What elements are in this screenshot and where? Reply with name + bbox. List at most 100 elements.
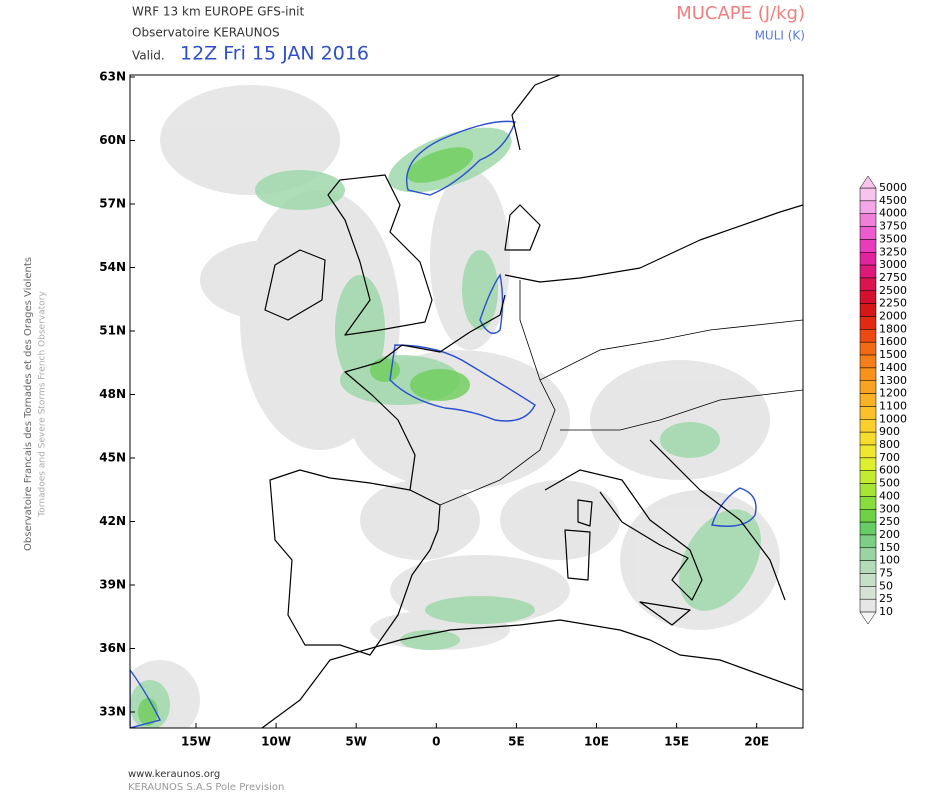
lat-label: 48N: [99, 387, 126, 401]
colorbar-swatch: [859, 303, 877, 317]
valid-time: 12Z Fri 15 JAN 2016: [180, 43, 369, 65]
colorbar-label: 75: [879, 567, 893, 580]
colorbar-label: 2750: [879, 271, 907, 284]
colorbar-top: [859, 175, 877, 189]
colorbar-label: 3250: [879, 245, 907, 258]
colorbar-swatch: [859, 354, 877, 369]
contour-title: MULI (K): [755, 29, 805, 43]
lat-label: 45N: [99, 451, 126, 465]
colorbar-swatch: [859, 290, 877, 304]
colorbar-label: 250: [879, 515, 900, 528]
colorbar-label: 25: [879, 592, 893, 605]
colorbar-label: 600: [879, 464, 900, 477]
colorbar-swatch: [859, 586, 877, 600]
colorbar-swatch: [859, 367, 877, 381]
colorbar-swatch: [859, 457, 877, 471]
colorbar-swatch: [859, 573, 877, 587]
colorbar-label: 1100: [879, 399, 907, 412]
colorbar-label: 200: [879, 528, 900, 541]
colorbar-label: 1400: [879, 361, 907, 374]
colorbar-label: 1600: [879, 335, 907, 348]
valid-prefix: Valid.: [132, 49, 165, 63]
colorbar-swatch: [859, 483, 877, 497]
colorbar-label: 3500: [879, 232, 907, 245]
colorbar-swatch: [859, 547, 877, 561]
colorbar-swatch: [859, 239, 877, 253]
colorbar-label: 700: [879, 451, 900, 464]
colorbar: 5000450040003750350032503000275025002250…: [859, 175, 907, 625]
colorbar-label: 1000: [879, 412, 907, 425]
colorbar-swatch: [859, 187, 877, 202]
lon-label: 20E: [744, 735, 769, 749]
lat-label: 51N: [99, 324, 126, 338]
lat-label: 54N: [99, 260, 126, 274]
colorbar-label: 4000: [879, 207, 907, 220]
side-text: Tornadoes and Severe Storms French Obser…: [38, 291, 48, 518]
lat-label: 39N: [99, 578, 126, 592]
colorbar-swatch: [859, 419, 877, 433]
lat-label: 36N: [99, 641, 126, 655]
field-title: MUCAPE (J/kg): [676, 3, 805, 24]
colorbar-label: 50: [879, 579, 893, 592]
lon-label: 5W: [345, 735, 367, 749]
colorbar-swatch: [859, 470, 877, 484]
colorbar-label: 900: [879, 425, 900, 438]
lon-label: 15E: [664, 735, 689, 749]
colorbar-label: 800: [879, 438, 900, 451]
colorbar-label: 400: [879, 489, 900, 502]
lat-label: 60N: [99, 133, 126, 147]
lon-label: 10E: [584, 735, 609, 749]
colorbar-swatch: [859, 509, 877, 523]
map-frame: [129, 74, 804, 729]
lat-label: 57N: [99, 197, 126, 211]
colorbar-label: 2500: [879, 284, 907, 297]
colorbar-swatch: [859, 341, 877, 356]
colorbar-swatch: [859, 252, 877, 266]
colorbar-swatch: [859, 264, 877, 279]
colorbar-swatch: [859, 534, 877, 549]
colorbar-swatch: [859, 380, 877, 394]
colorbar-label: 3750: [879, 220, 907, 233]
colorbar-swatch: [859, 200, 877, 214]
footer-url: www.keraunos.org: [128, 769, 220, 780]
lat-label: 33N: [99, 705, 126, 719]
lat-label: 63N: [99, 70, 126, 84]
colorbar-swatch: [859, 560, 877, 574]
colorbar-label: 500: [879, 477, 900, 490]
colorbar-label: 3000: [879, 258, 907, 271]
colorbar-swatch: [859, 316, 877, 330]
colorbar-swatch: [859, 496, 877, 510]
colorbar-swatch: [859, 393, 877, 407]
colorbar-swatch: [859, 277, 877, 292]
org-label: Observatoire KERAUNOS: [132, 26, 280, 40]
colorbar-bottom: [859, 611, 877, 625]
lon-label: 10W: [261, 735, 291, 749]
model-label: WRF 13 km EUROPE GFS-init: [132, 5, 304, 19]
colorbar-label: 100: [879, 554, 900, 567]
colorbar-label: 10: [879, 605, 893, 618]
colorbar-label: 2250: [879, 297, 907, 310]
colorbar-swatch: [859, 329, 877, 343]
map-field: [130, 75, 803, 728]
colorbar-label: 1500: [879, 348, 907, 361]
colorbar-label: 300: [879, 502, 900, 515]
colorbar-label: 2000: [879, 310, 907, 323]
colorbar-swatch: [859, 431, 877, 446]
colorbar-swatch: [859, 406, 877, 420]
footer-company: KERAUNOS S.A.S Pole Prevision: [128, 782, 284, 793]
colorbar-swatch: [859, 521, 877, 536]
colorbar-swatch: [859, 226, 877, 240]
colorbar-label: 1200: [879, 387, 907, 400]
colorbar-swatch: [859, 444, 877, 459]
colorbar-swatch: [859, 598, 877, 613]
colorbar-label: 150: [879, 541, 900, 554]
colorbar-label: 1300: [879, 374, 907, 387]
colorbar-label: 1800: [879, 322, 907, 335]
lon-label: 5E: [508, 735, 525, 749]
lon-label: 0: [432, 735, 440, 749]
lon-label: 15W: [181, 735, 211, 749]
colorbar-swatch: [859, 213, 877, 227]
colorbar-label: 5000: [879, 181, 907, 194]
lat-label: 42N: [99, 514, 126, 528]
